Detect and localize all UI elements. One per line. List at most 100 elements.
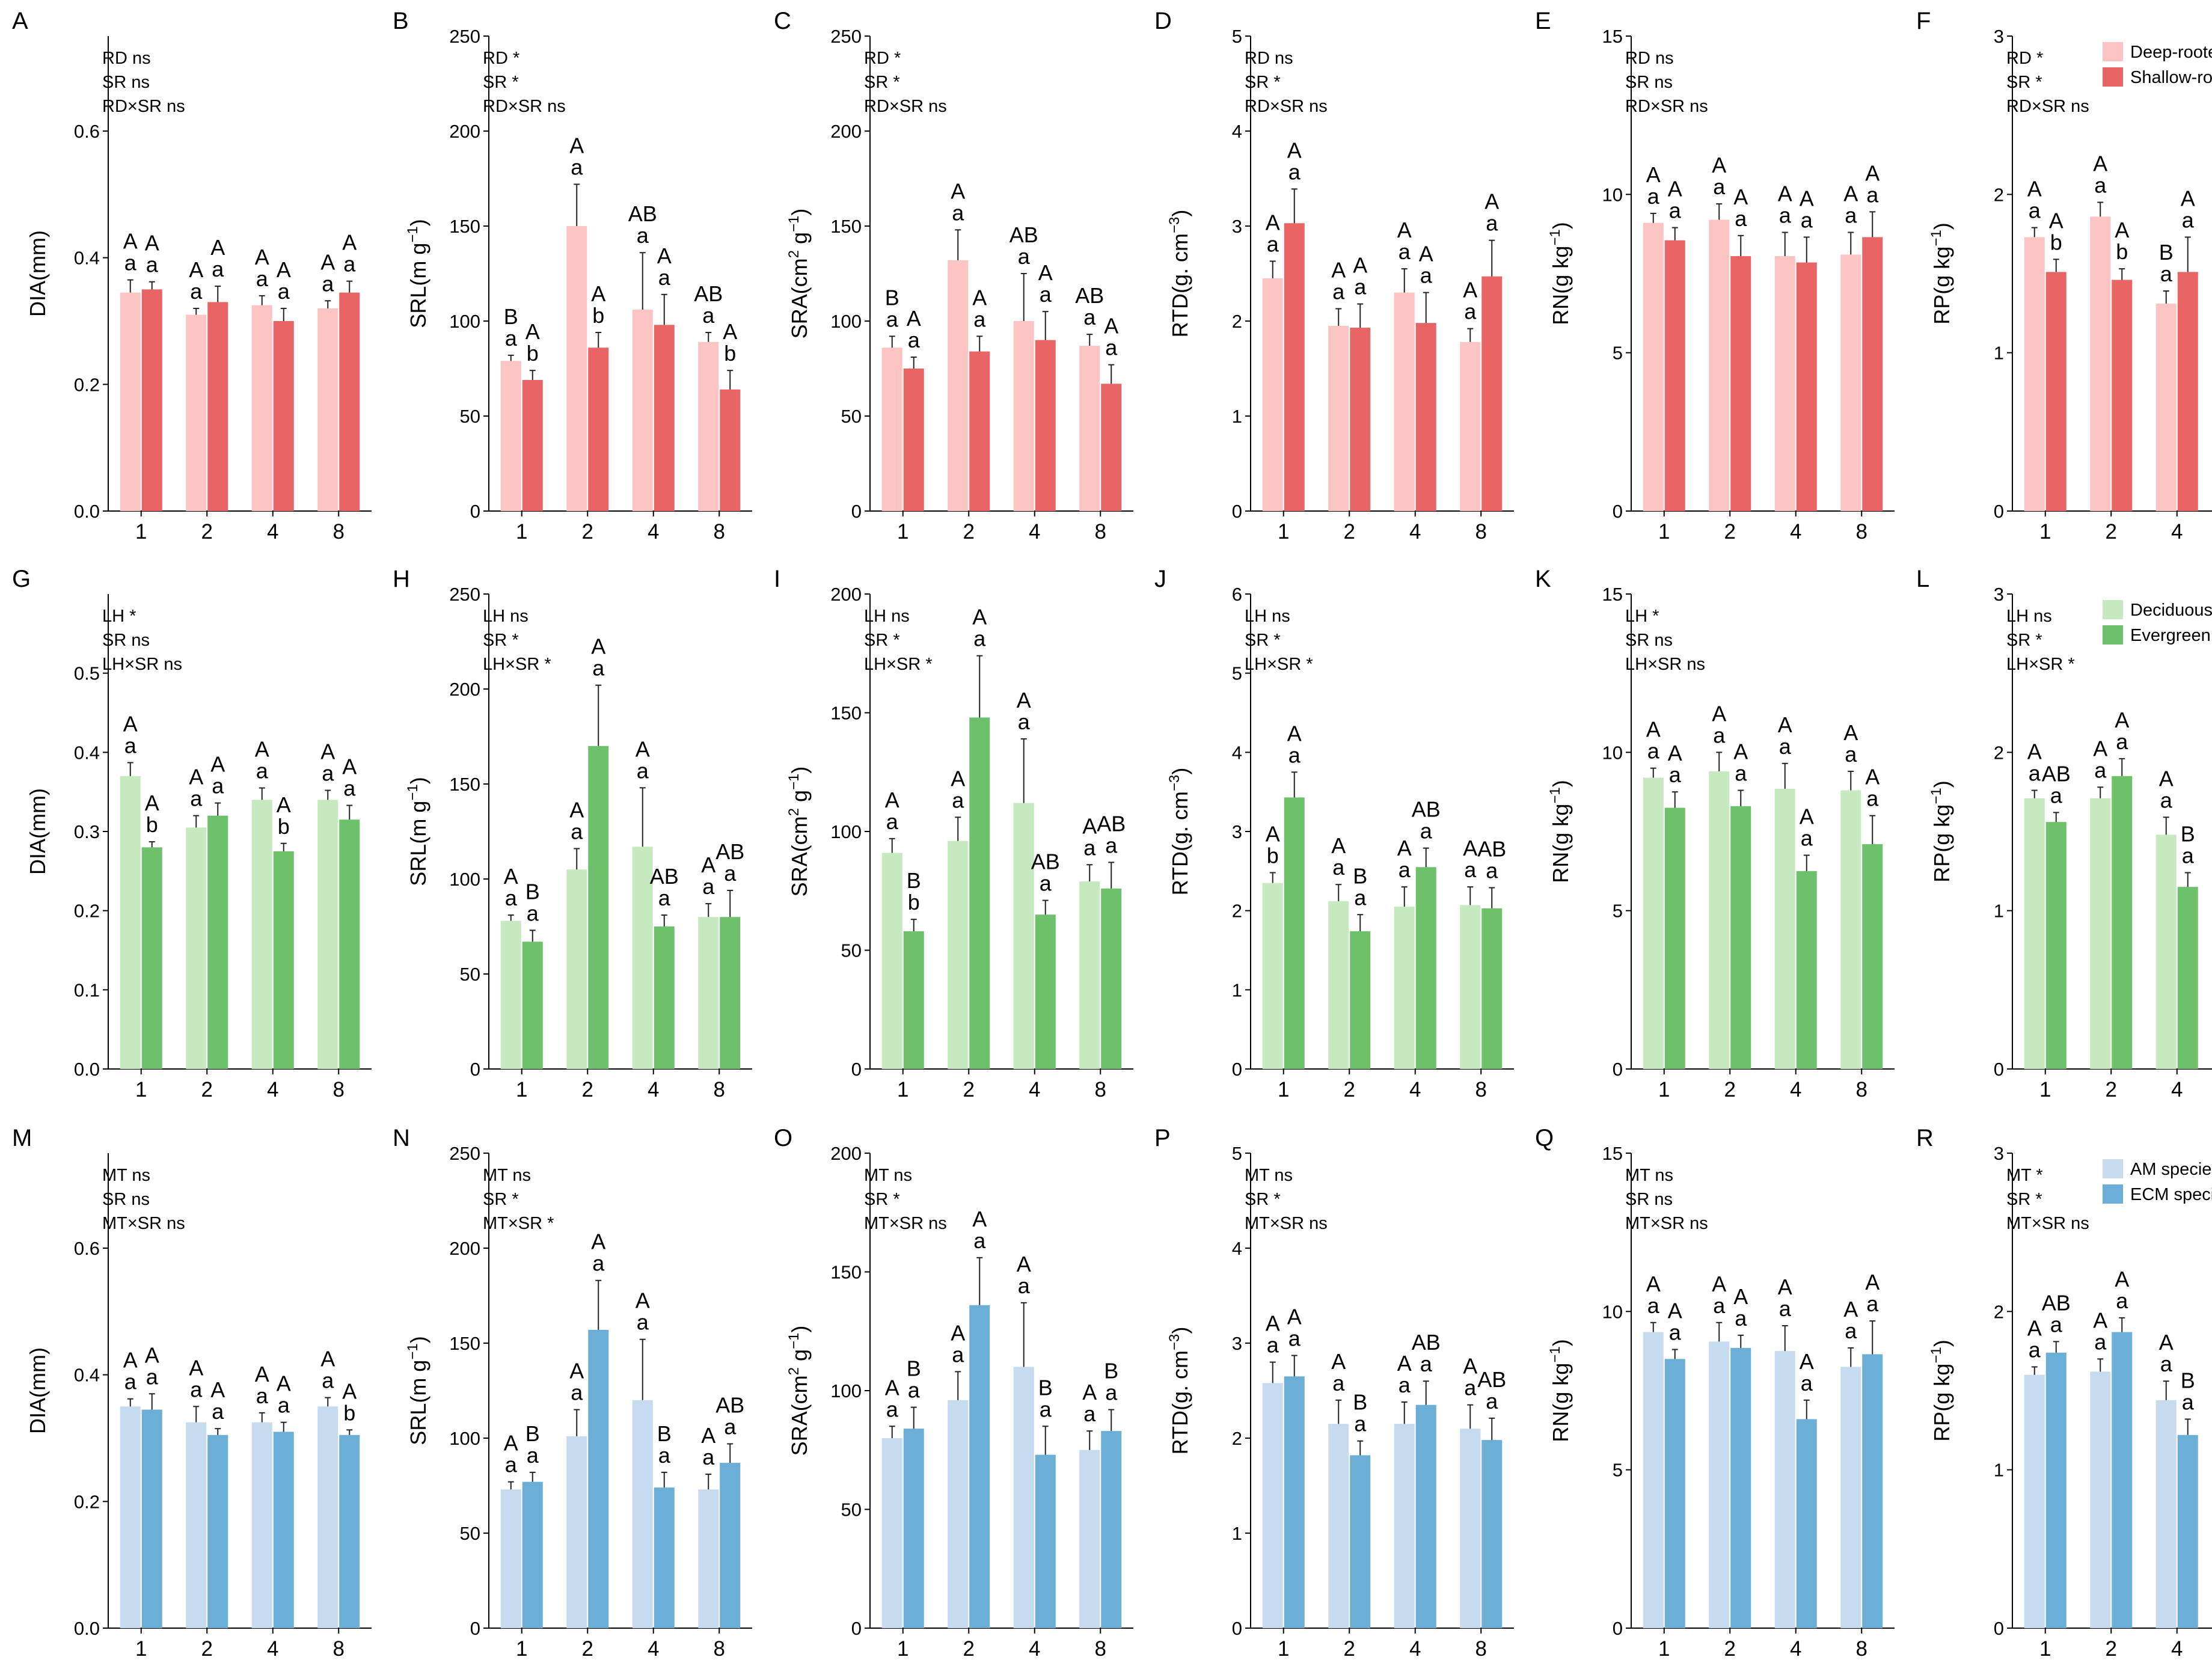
bar	[1350, 328, 1371, 511]
sig-letter-upper: AB	[715, 1392, 744, 1417]
sig-letter-upper: A	[591, 1230, 605, 1254]
sig-letter-lower: a	[2094, 173, 2107, 198]
y-tick-label: 250	[830, 26, 862, 47]
sig-letter-upper: A	[210, 752, 225, 777]
y-tick-label: 0	[470, 1059, 480, 1080]
sig-letter-upper: B	[2159, 240, 2174, 265]
sig-letter-lower: a	[724, 1414, 737, 1439]
stat-text: SR *	[864, 631, 900, 650]
bar	[2112, 776, 2133, 1069]
sig-letter-upper: B	[1353, 1390, 1367, 1415]
sig-letter-upper: A	[951, 766, 965, 791]
y-tick-label: 50	[460, 964, 480, 985]
y-tick-label: 100	[449, 1428, 480, 1449]
y-tick-label: 0	[851, 501, 862, 522]
sig-letter-upper: AB	[650, 864, 679, 889]
x-tick-label: 8	[714, 1078, 725, 1101]
bar	[1460, 1429, 1481, 1628]
x-tick-label: 1	[1278, 1637, 1289, 1661]
stat-text: SR ns	[102, 1190, 150, 1209]
x-tick-label: 2	[582, 1078, 593, 1101]
bar	[1328, 1424, 1349, 1628]
stat-text: MT×SR ns	[1245, 1214, 1328, 1233]
y-tick-label: 0	[1232, 1618, 1242, 1639]
x-tick-label: 1	[135, 1078, 147, 1101]
sig-letter-lower: a	[322, 1368, 334, 1393]
y-tick-label: 1	[1994, 901, 2004, 922]
bar	[2177, 887, 2198, 1069]
bar	[1774, 788, 1795, 1069]
sig-letter-upper: A	[2027, 177, 2042, 201]
panel-letter: I	[774, 566, 780, 592]
sig-letter-lower: a	[1845, 1318, 1857, 1343]
sig-letter-upper: A	[342, 230, 357, 255]
y-tick-label: 2	[1994, 184, 2004, 205]
bar	[141, 289, 162, 511]
stat-text: SR ns	[102, 631, 150, 650]
bar	[522, 1481, 543, 1628]
bar	[1730, 256, 1751, 511]
sig-letter-upper: A	[1733, 740, 1748, 764]
sig-letter-lower: a	[908, 328, 921, 352]
bar	[969, 1305, 990, 1628]
x-tick-label: 2	[201, 1637, 213, 1661]
y-tick-label: 2	[1232, 311, 1242, 332]
sig-letter-upper: A	[1017, 688, 1031, 712]
bar	[632, 847, 653, 1069]
y-tick-label: 5	[1613, 343, 1623, 364]
y-tick-label: 50	[460, 406, 480, 427]
y-tick-label: 0	[470, 501, 480, 522]
sig-letter-upper: A	[1266, 210, 1280, 234]
y-tick-label: 0	[1994, 1059, 2004, 1080]
panel-letter: P	[1154, 1125, 1171, 1151]
y-tick-label: 50	[460, 1523, 480, 1544]
sig-letter-lower: a	[886, 1397, 899, 1421]
sig-letter-lower: a	[2160, 788, 2173, 812]
sig-letter-upper: AB	[628, 201, 657, 226]
y-tick-label: 3	[1232, 216, 1242, 237]
sig-letter-upper: A	[189, 765, 203, 789]
sig-letter-lower: a	[886, 809, 899, 834]
sig-letter-upper: A	[1800, 1349, 1814, 1374]
sig-letter-upper: A	[189, 257, 203, 282]
bar	[1262, 883, 1283, 1069]
sig-letter-upper: A	[972, 1207, 987, 1231]
legend-label: Shallow-rooted specie	[2130, 68, 2212, 87]
sig-letter-lower: a	[1464, 857, 1477, 882]
stat-text: RD *	[2006, 49, 2043, 68]
stat-text: MT×SR ns	[2006, 1214, 2089, 1233]
sig-letter-lower: a	[1354, 275, 1367, 299]
sig-letter-upper: A	[1397, 218, 1412, 242]
bar	[632, 310, 653, 511]
bar	[1101, 888, 1122, 1069]
sig-letter-upper: A	[277, 1371, 291, 1396]
x-tick-label: 1	[1658, 520, 1670, 544]
stat-text: SR *	[483, 1190, 519, 1209]
sig-letter-lower: b	[592, 303, 604, 328]
panel-letter: O	[774, 1125, 792, 1151]
stat-text: MT×SR ns	[102, 1214, 185, 1233]
stat-text: RD×SR ns	[2006, 97, 2089, 116]
y-tick-label: 250	[449, 584, 480, 605]
bar	[1013, 803, 1034, 1069]
sig-letter-upper: A	[525, 319, 540, 344]
sig-letter-upper: A	[1082, 813, 1097, 838]
x-tick-label: 1	[135, 1637, 147, 1661]
bar	[2045, 1352, 2066, 1628]
sig-letter-lower: a	[1420, 1352, 1433, 1376]
sig-letter-upper: A	[1865, 161, 1880, 185]
stat-text: LH×SR *	[483, 655, 551, 674]
stat-text: RD×SR ns	[1245, 97, 1328, 116]
legend: Deciduous species Evergreen species	[2103, 600, 2212, 645]
sig-letter-lower: a	[190, 1377, 203, 1401]
sig-letter-upper: A	[1668, 741, 1682, 765]
y-tick-label: 100	[830, 311, 862, 332]
sig-letter-lower: b	[2116, 239, 2128, 264]
sig-letter-upper: A	[1397, 1351, 1412, 1376]
bar	[120, 1406, 141, 1628]
bar	[1460, 341, 1481, 511]
stat-text: MT *	[2006, 1166, 2043, 1185]
